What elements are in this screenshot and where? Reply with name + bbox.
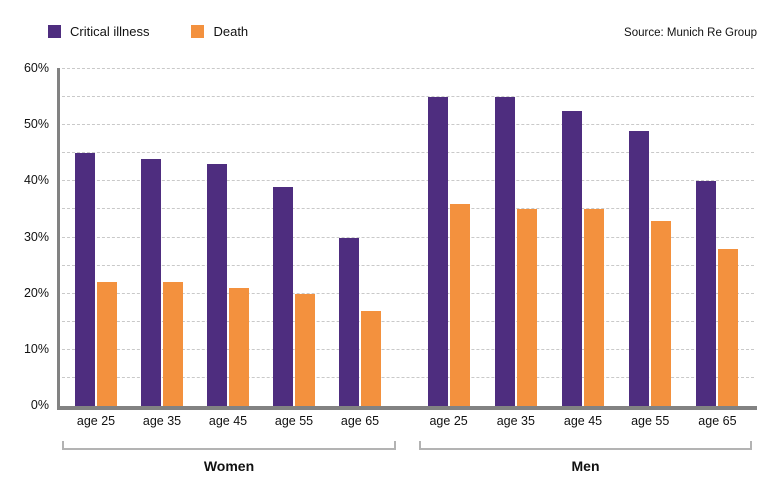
gridline-10 <box>57 348 754 350</box>
y-axis-tick-label: 50% <box>23 117 49 132</box>
bar-group-men: age 25 age 35 age 45 age 55 age 65 <box>415 69 751 428</box>
bar-pair <box>75 69 117 406</box>
x-axis-label: age 35 <box>496 414 535 428</box>
group-label-women: Women <box>203 458 255 474</box>
gridline-35 <box>57 208 754 210</box>
legend-item-critical-illness: Critical illness <box>48 24 149 39</box>
category-cell-age-25: age 25 <box>63 69 129 428</box>
group-label-men: Men <box>571 458 600 474</box>
x-axis-label: age 35 <box>142 414 182 428</box>
y-axis-tick-label: 40% <box>23 173 49 188</box>
gridline-5 <box>57 376 754 378</box>
legend-item-death: Death <box>191 24 248 39</box>
legend-label: Death <box>213 24 249 39</box>
bar-critical-illness <box>273 186 293 406</box>
men-group-bracket <box>419 441 752 450</box>
x-axis-label: age 55 <box>274 414 314 428</box>
gridline-40 <box>57 180 754 182</box>
bar-critical-illness <box>75 153 95 406</box>
category-cell-age-45: age 45 <box>195 69 261 428</box>
gridline-20 <box>57 292 754 294</box>
category-cell-age-65: age 65 <box>327 69 393 428</box>
bar-death <box>718 248 739 406</box>
category-cell-age-45: age 45 <box>549 69 616 428</box>
women-group-bracket <box>62 441 396 450</box>
legend-label: Critical illness <box>70 24 150 39</box>
critical-illness-swatch-icon <box>48 25 61 38</box>
bar-pair <box>629 69 672 406</box>
source-attribution: Source: Munich Re Group <box>624 27 757 39</box>
bar-death <box>516 209 537 406</box>
x-axis-label: age 65 <box>698 414 737 428</box>
bar-pair <box>273 69 315 406</box>
x-axis-label: age 55 <box>631 414 670 428</box>
bar-death <box>97 282 117 406</box>
bar-critical-illness <box>427 97 448 406</box>
y-axis-tick-label: 0% <box>30 398 49 412</box>
x-axis-baseline <box>57 406 757 410</box>
y-axis-tick-label: 10% <box>23 341 49 356</box>
bar-death <box>163 282 183 406</box>
death-swatch-icon <box>191 25 205 38</box>
x-axis-label: age 25 <box>429 414 468 428</box>
y-axis-tick-label: 60% <box>23 61 49 75</box>
bar-pair <box>494 69 537 406</box>
gridline-50 <box>57 124 754 126</box>
gridline-15 <box>57 320 754 322</box>
bar-critical-illness <box>494 97 515 406</box>
bar-critical-illness <box>696 181 717 406</box>
category-cell-age-55: age 55 <box>617 69 684 428</box>
gridline-30 <box>57 236 754 238</box>
gridline-60 <box>57 68 754 69</box>
x-axis-label: age 45 <box>563 414 603 428</box>
bar-death <box>295 293 315 406</box>
bar-pair <box>427 69 470 406</box>
bar-group-women: age 25 age 35 age 45 age 55 age 65 <box>63 69 393 428</box>
x-axis-label: age 25 <box>76 414 116 428</box>
bar-pair <box>696 69 739 406</box>
legend: Critical illness Death <box>48 24 248 39</box>
bar-pair <box>141 69 183 406</box>
x-axis-label: age 45 <box>208 414 248 428</box>
bar-pair <box>207 69 249 406</box>
bar-pair <box>339 69 381 406</box>
plot-area: age 25 age 35 age 45 age 55 age 65 age 25 age… <box>24 61 757 428</box>
bar-critical-illness <box>207 164 227 406</box>
bar-critical-illness <box>339 237 359 406</box>
gridline-55 <box>57 96 754 98</box>
bar-death <box>651 220 672 406</box>
category-cell-age-35: age 35 <box>129 69 195 428</box>
bar-death <box>449 203 470 406</box>
bar-pair <box>562 69 604 406</box>
bar-critical-illness <box>141 158 161 406</box>
category-cell-age-65: age 65 <box>684 69 751 428</box>
y-axis-tick-label: 20% <box>23 285 49 300</box>
y-axis-tick-label: 30% <box>23 229 49 244</box>
bar-death <box>361 310 381 406</box>
x-axis-label: age 65 <box>340 414 380 428</box>
gridline-25 <box>57 264 754 266</box>
gridline-45 <box>57 152 754 154</box>
y-axis-line <box>57 68 60 410</box>
bar-critical-illness <box>629 130 650 406</box>
bar-death <box>584 209 604 406</box>
bar-critical-illness <box>562 111 582 406</box>
category-cell-age-55: age 55 <box>261 69 327 428</box>
category-cell-age-25: age 25 <box>415 69 482 428</box>
bar-death <box>229 288 249 406</box>
category-cell-age-35: age 35 <box>482 69 549 428</box>
